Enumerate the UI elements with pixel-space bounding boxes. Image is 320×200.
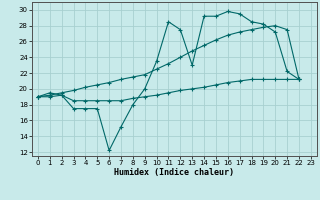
X-axis label: Humidex (Indice chaleur): Humidex (Indice chaleur): [115, 168, 234, 177]
